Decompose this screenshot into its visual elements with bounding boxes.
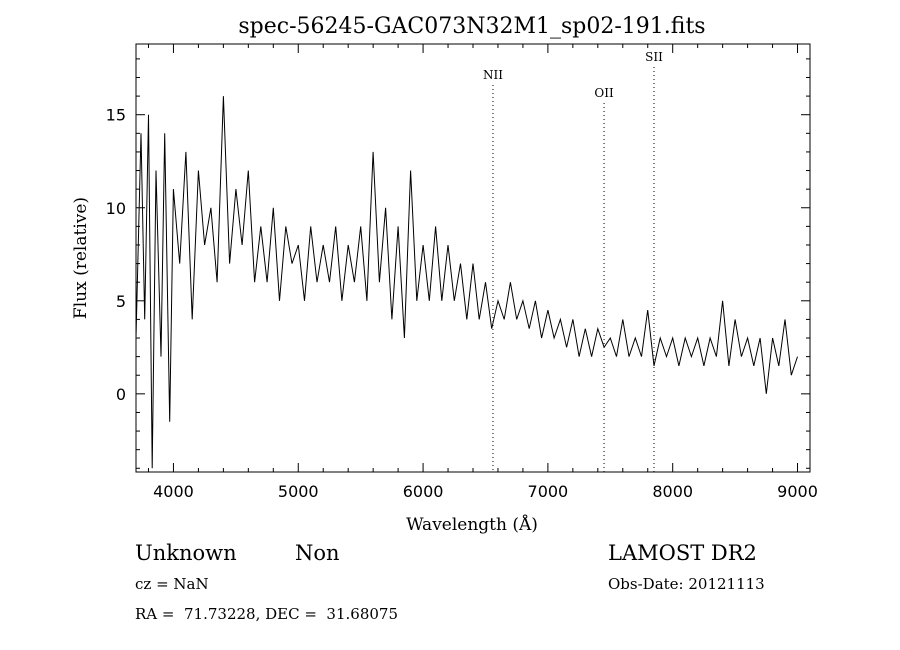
survey-label: LAMOST DR2 [608,541,757,565]
x-tick-label: 9000 [777,482,818,501]
class-label: Unknown [135,541,237,565]
x-tick-label: 6000 [403,482,444,501]
x-tick-label: 5000 [278,482,319,501]
emission-line-label: OII [594,86,614,100]
y-tick-label: 0 [116,385,126,404]
emission-line-label: NII [483,68,503,82]
x-tick-label: 8000 [652,482,693,501]
x-axis-label: Wavelength (Å) [406,514,538,535]
axis-ticks: 4000 5000 6000 7000 8000 9000 0 5 10 15 [106,44,818,501]
y-tick-label: 10 [106,199,126,218]
redshift-label: cz = NaN [135,575,209,593]
plot-frame [135,43,811,473]
obs-date-label: Obs-Date: 20121113 [608,575,765,593]
emission-lines: NII OII SII [483,50,663,472]
y-tick-label: 15 [106,106,126,125]
spectrum-line [135,96,798,469]
x-tick-label: 4000 [153,482,194,501]
chart-title: spec-56245-GAC073N32M1_sp02-191.fits [238,14,705,39]
x-tick-label: 7000 [528,482,569,501]
coordinates-label: RA = 71.73228, DEC = 31.68075 [135,605,399,623]
y-axis-label: Flux (relative) [71,197,91,319]
subclass-label: Non [295,541,340,565]
y-tick-label: 5 [116,292,126,311]
emission-line-label: SII [645,50,663,64]
